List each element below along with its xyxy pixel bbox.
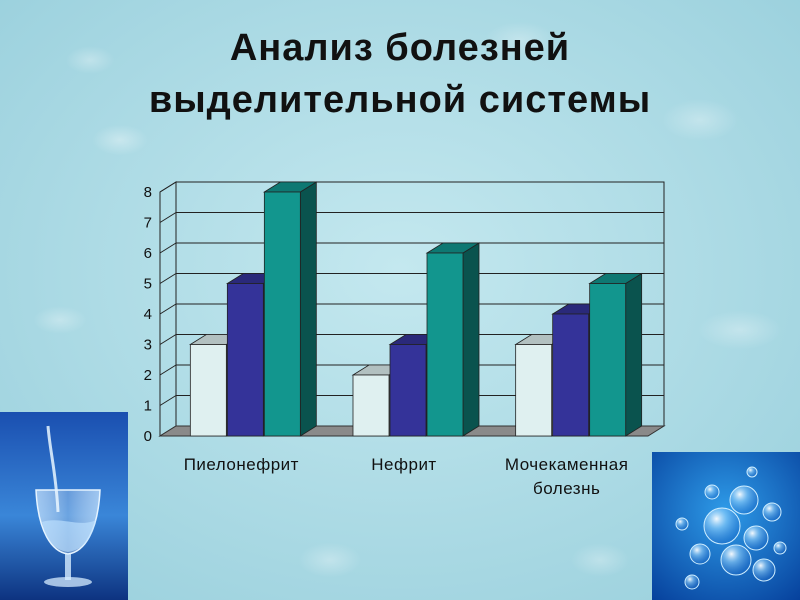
y-tick-label: 3 (144, 337, 152, 354)
title-line-1: Анализ болезней (229, 27, 571, 69)
y-tick-label: 2 (144, 367, 152, 384)
gridline-side (159, 303, 177, 315)
bar (552, 313, 590, 437)
bar-side (299, 181, 317, 437)
x-category-label: Пиелонефрит (184, 455, 299, 474)
bar (426, 252, 464, 437)
gridline-side (159, 395, 177, 406)
gridline-side (159, 242, 177, 254)
y-tick-label: 0 (144, 428, 152, 445)
gridline-side (159, 181, 177, 193)
glass-of-water-image (0, 412, 128, 600)
bar (389, 344, 427, 437)
y-tick-label: 7 (144, 215, 152, 232)
page-title: Анализ болезней выделительной системы (0, 22, 800, 126)
y-tick-label: 5 (144, 276, 152, 293)
y-tick-label: 1 (144, 398, 152, 415)
bar (263, 191, 301, 437)
bar (589, 283, 627, 437)
y-tick-label: 8 (144, 184, 152, 201)
title-line-2: выделительной системы (148, 79, 652, 121)
bar-side (462, 242, 480, 437)
y-tick-label: 6 (144, 245, 152, 262)
bar (515, 344, 553, 437)
gridline-side (159, 273, 177, 284)
bar (352, 374, 390, 437)
water-bubbles-image (652, 452, 800, 600)
x-category-label: Нефрит (371, 455, 436, 474)
x-category-label: болезнь (533, 479, 600, 498)
bar (189, 344, 227, 437)
bar (226, 283, 264, 437)
gridline-side (159, 212, 177, 223)
gridline-side (159, 364, 177, 376)
bar-side (625, 272, 643, 437)
x-category-label: Мочекаменная (505, 455, 629, 474)
y-tick-label: 4 (144, 306, 152, 323)
gridline-side (159, 334, 177, 345)
